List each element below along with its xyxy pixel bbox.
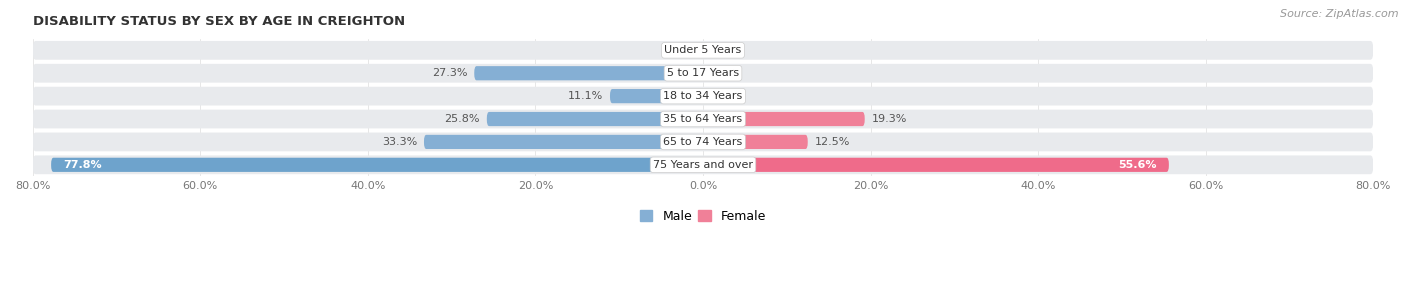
Text: 35 to 64 Years: 35 to 64 Years (664, 114, 742, 124)
Text: 0.0%: 0.0% (668, 45, 696, 55)
Text: DISABILITY STATUS BY SEX BY AGE IN CREIGHTON: DISABILITY STATUS BY SEX BY AGE IN CREIG… (32, 15, 405, 28)
Text: 55.6%: 55.6% (1118, 160, 1156, 170)
FancyBboxPatch shape (703, 158, 1168, 172)
FancyBboxPatch shape (51, 158, 703, 172)
Text: Source: ZipAtlas.com: Source: ZipAtlas.com (1281, 9, 1399, 19)
Text: 77.8%: 77.8% (63, 160, 103, 170)
Text: 19.3%: 19.3% (872, 114, 907, 124)
FancyBboxPatch shape (703, 135, 807, 149)
FancyBboxPatch shape (32, 64, 1374, 83)
FancyBboxPatch shape (703, 112, 865, 126)
Text: 0.0%: 0.0% (710, 68, 738, 78)
Text: 18 to 34 Years: 18 to 34 Years (664, 91, 742, 101)
Text: 65 to 74 Years: 65 to 74 Years (664, 137, 742, 147)
FancyBboxPatch shape (32, 109, 1374, 128)
FancyBboxPatch shape (425, 135, 703, 149)
Text: 0.0%: 0.0% (710, 45, 738, 55)
Text: 11.1%: 11.1% (568, 91, 603, 101)
Text: 5 to 17 Years: 5 to 17 Years (666, 68, 740, 78)
Legend: Male, Female: Male, Female (636, 205, 770, 228)
Text: 27.3%: 27.3% (432, 68, 468, 78)
Text: 12.5%: 12.5% (814, 137, 849, 147)
FancyBboxPatch shape (474, 66, 703, 80)
FancyBboxPatch shape (32, 41, 1374, 60)
Text: 0.0%: 0.0% (710, 91, 738, 101)
FancyBboxPatch shape (486, 112, 703, 126)
FancyBboxPatch shape (32, 156, 1374, 174)
Text: 33.3%: 33.3% (382, 137, 418, 147)
Text: 25.8%: 25.8% (444, 114, 479, 124)
Text: 75 Years and over: 75 Years and over (652, 160, 754, 170)
FancyBboxPatch shape (32, 133, 1374, 151)
Text: Under 5 Years: Under 5 Years (665, 45, 741, 55)
FancyBboxPatch shape (32, 87, 1374, 106)
FancyBboxPatch shape (610, 89, 703, 103)
